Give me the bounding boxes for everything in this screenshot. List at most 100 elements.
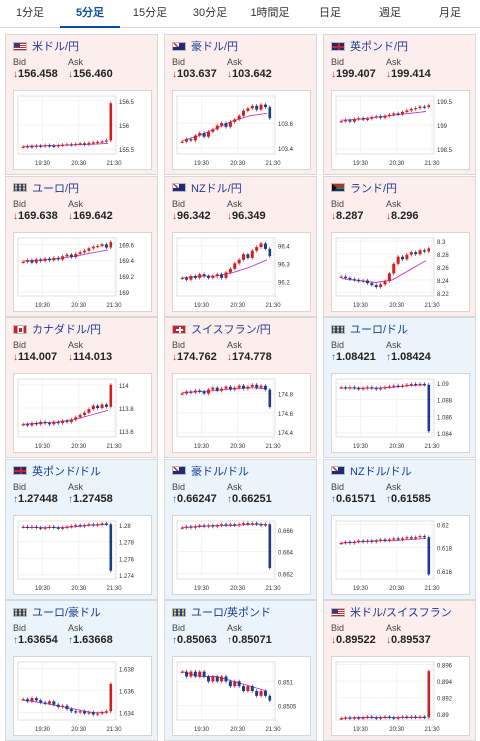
tab-timeframe-7[interactable]: 月足 <box>439 7 461 19</box>
y-tick-label: 1.09 <box>437 382 449 388</box>
currency-card[interactable]: ユーロ/英ポンド Bid Ask ↑0.85063 ↑0.85071 0.851 0.850… <box>164 600 317 741</box>
currency-card[interactable]: ユーロ/ドル Bid Ask ↑1.08421 ↑1.08424 1.09 1.088 1.0… <box>323 317 476 458</box>
currency-pair-title[interactable]: 米ドル/スイスフラン <box>331 605 452 619</box>
currency-card[interactable]: NZドル/円 Bid Ask ↓96.342 ↓96.349 96.4 96.3 96.2 19… <box>164 175 317 317</box>
currency-card[interactable]: ユーロ/豪ドル Bid Ask ↑1.63654 ↑1.63668 1.638 1.636 1… <box>5 600 158 741</box>
price-chart[interactable]: 114 113.8 113.6 19:30 20:30 21:30 <box>13 373 152 453</box>
currency-pair-name[interactable]: 米ドル/円 <box>32 41 80 53</box>
currency-card[interactable]: 米ドル/円 Bid Ask ↓156.458 ↓156.460 156.5 156 155.5… <box>5 34 158 175</box>
currency-card[interactable]: スイスフラン/円 Bid Ask ↓174.762 ↓174.778 174.8 174.6… <box>164 317 317 458</box>
currency-pair-name[interactable]: ユーロ/豪ドル <box>32 607 102 619</box>
currency-pair-title[interactable]: ユーロ/英ポンド <box>172 605 271 619</box>
currency-pair-title[interactable]: 英ポンド/円 <box>331 39 408 53</box>
tab-timeframe-2[interactable]: 15分足 <box>132 7 168 19</box>
price-chart[interactable]: 199.5 199 198.5 19:30 20:30 21:30 <box>331 90 470 170</box>
candle-body <box>237 115 241 120</box>
candle-body <box>224 123 228 127</box>
currency-card[interactable]: 英ポンド/円 Bid Ask ↓199.407 ↓199.414 199.5 199 198.… <box>323 34 476 175</box>
candle-body <box>206 275 210 278</box>
ask-label: Ask <box>386 623 402 633</box>
currency-pair-name[interactable]: ユーロ/円 <box>32 182 80 195</box>
price-chart[interactable]: 1.638 1.636 1.634 19:30 20:30 21:30 <box>13 656 152 736</box>
candle-body <box>56 257 60 259</box>
candle-body <box>383 716 387 718</box>
moving-average-line <box>23 248 109 261</box>
candle-body <box>344 541 348 543</box>
candle-body <box>96 245 100 247</box>
candle-body <box>30 259 34 263</box>
plot-area <box>176 520 276 579</box>
currency-card[interactable]: 米ドル/スイスフラン Bid Ask ↓0.89522 ↓0.89537 0.896 0.8… <box>323 600 476 741</box>
currency-pair-title[interactable]: ユーロ/豪ドル <box>13 605 101 619</box>
currency-pair-title[interactable]: NZドル/円 <box>172 181 242 195</box>
price-chart[interactable]: 103.6 103.4 19:30 20:30 21:30 <box>172 90 311 170</box>
currency-pair-title[interactable]: ユーロ/ドル <box>331 322 408 336</box>
currency-pair-name[interactable]: 豪ドル/ドル <box>191 465 250 478</box>
candle-body <box>78 251 82 254</box>
price-chart[interactable]: 8.3 8.28 8.26 8.24 8.22 19:30 20:30 21:30 <box>331 231 470 312</box>
ask-price: 1.63668 <box>73 634 113 646</box>
currency-pair-name[interactable]: NZドル/円 <box>191 182 242 195</box>
candle-body <box>344 120 348 122</box>
currency-card[interactable]: ユーロ/円 Bid Ask ↓169.638 ↓169.642 169.6 169.4 169… <box>5 175 158 317</box>
currency-pair-name[interactable]: NZドル/ドル <box>350 465 412 478</box>
plot-area <box>176 661 276 721</box>
currency-card[interactable]: 豪ドル/円 Bid Ask ↓103.637 ↓103.642 103.6 103.4 19:… <box>164 34 317 175</box>
currency-pair-name[interactable]: カナダドル/円 <box>32 324 102 336</box>
price-chart[interactable]: 169.6 169.4 169.2 169 19:30 20:30 21:30 <box>13 231 152 312</box>
price-chart[interactable]: 0.896 0.894 0.892 0.89 19:30 20:30 21:30 <box>331 656 470 736</box>
currency-pair-title[interactable]: NZドル/ドル <box>331 464 412 478</box>
currency-card[interactable]: 英ポンド/ドル Bid Ask ↑1.27448 ↑1.27458 1.28 1.278 1.… <box>5 458 158 600</box>
plot-area <box>17 237 117 296</box>
candle-body <box>185 525 189 528</box>
ask-price: 199.414 <box>391 68 431 80</box>
candle-body <box>361 717 365 719</box>
tab-timeframe-5[interactable]: 日足 <box>319 7 341 19</box>
currency-pair-name[interactable]: 米ドル/スイスフラン <box>350 607 452 619</box>
currency-pair-name[interactable]: ユーロ/ドル <box>350 324 409 336</box>
currency-pair-name[interactable]: ランド/円 <box>350 182 398 195</box>
y-tick-label: 174.4 <box>278 431 294 437</box>
tab-timeframe-1[interactable]: 5分足 <box>60 0 120 28</box>
currency-pair-title[interactable]: ランド/円 <box>331 181 397 195</box>
price-chart[interactable]: 0.851 0.8505 19:30 20:30 21:30 <box>172 656 311 736</box>
currency-card[interactable]: 豪ドル/ドル Bid Ask ↑0.66247 ↑0.66251 0.666 0.664 0.… <box>164 458 317 600</box>
tab-timeframe-6[interactable]: 週足 <box>379 7 401 19</box>
currency-card[interactable]: ランド/円 Bid Ask ↓8.287 ↓8.296 8.3 8.28 8.26 8.24 8.… <box>323 175 476 317</box>
price-chart[interactable]: 0.666 0.664 0.662 19:30 20:30 21:30 <box>172 514 311 595</box>
currency-pair-title[interactable]: ユーロ/円 <box>13 181 79 195</box>
currency-pair-title[interactable]: 豪ドル/円 <box>172 39 238 53</box>
tab-timeframe-0[interactable]: 1分足 <box>15 7 45 19</box>
currency-card[interactable]: カナダドル/円 Bid Ask ↓114.007 ↓114.013 114 113.8 113… <box>5 317 158 458</box>
candle-body <box>104 243 108 248</box>
candle-body <box>392 113 396 115</box>
price-chart[interactable]: 1.09 1.088 1.086 1.084 19:30 20:30 21:30 <box>331 373 470 453</box>
currency-pair-name[interactable]: スイスフラン/円 <box>191 324 271 336</box>
candle-body <box>348 120 352 122</box>
tab-timeframe-3[interactable]: 30分足 <box>192 7 228 19</box>
ask-value: ↑0.66251 <box>227 493 272 505</box>
currency-pair-title[interactable]: 米ドル/円 <box>13 39 79 53</box>
arrow-icon: ↓ <box>386 635 391 646</box>
currency-pair-title[interactable]: 豪ドル/ドル <box>172 464 249 478</box>
currency-pair-title[interactable]: スイスフラン/円 <box>172 322 271 336</box>
price-chart[interactable]: 0.62 0.618 0.616 19:30 20:30 21:30 <box>331 514 470 595</box>
currency-pair-name[interactable]: 英ポンド/円 <box>350 41 409 53</box>
price-chart[interactable]: 174.8 174.6 174.4 19:30 20:30 21:30 <box>172 373 311 453</box>
candle-body <box>21 526 25 528</box>
plot-area <box>335 520 435 579</box>
x-tick-label: 21:30 <box>266 303 282 309</box>
candle-body <box>383 387 387 389</box>
bid-label: Bid <box>172 198 186 209</box>
price-chart[interactable]: 96.4 96.3 96.2 19:30 20:30 21:30 <box>172 231 311 312</box>
currency-pair-name[interactable]: 豪ドル/円 <box>191 41 239 53</box>
currency-pair-title[interactable]: カナダドル/円 <box>13 322 101 336</box>
tab-timeframe-4[interactable]: 1時間足 <box>250 7 290 19</box>
currency-pair-name[interactable]: 英ポンド/ドル <box>32 465 102 478</box>
price-chart[interactable]: 156.5 156 155.5 19:30 20:30 21:30 <box>13 90 152 170</box>
price-chart[interactable]: 1.28 1.278 1.276 1.274 19:30 20:30 21:30 <box>13 514 152 595</box>
y-tick-label: 8.24 <box>437 278 449 284</box>
currency-pair-title[interactable]: 英ポンド/ドル <box>13 464 101 478</box>
currency-card[interactable]: NZドル/ドル Bid Ask ↑0.61571 ↑0.61585 0.62 0.618 0.… <box>323 458 476 600</box>
currency-pair-name[interactable]: ユーロ/英ポンド <box>191 607 272 619</box>
